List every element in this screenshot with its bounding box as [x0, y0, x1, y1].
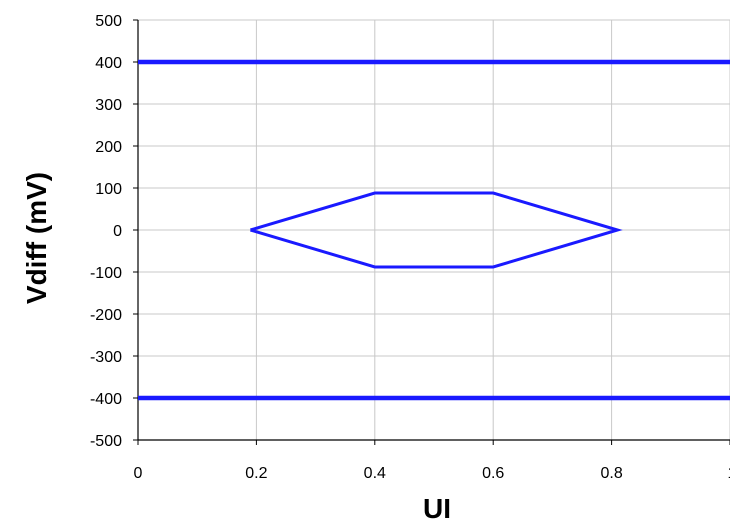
y-tick-label: 500: [95, 13, 122, 30]
y-tick-label: 0: [113, 223, 122, 240]
y-tick-label: 300: [95, 97, 122, 114]
y-tick-label: -300: [90, 349, 122, 366]
y-tick-label: 200: [95, 139, 122, 156]
y-tick-label: 400: [95, 55, 122, 72]
grid-lines: [137, 19, 730, 441]
x-tick-label: 1: [728, 465, 730, 482]
x-tick-labels: 0 0.2 0.4 0.6 0.8 1: [134, 465, 730, 482]
y-axis-label: Vdiff (mV): [21, 172, 52, 304]
x-tick-label: 0.4: [364, 465, 386, 482]
x-tick-label: 0.8: [600, 465, 622, 482]
series-eye-mask: [250, 191, 623, 269]
x-axis-label: UI: [423, 493, 451, 524]
data-series: [138, 59, 730, 401]
y-tick-label: -500: [90, 433, 122, 450]
y-tick-labels: 500 400 300 200 100 0 -100 -200 -300 -400 -500: [90, 13, 122, 450]
y-tick-label: -200: [90, 307, 122, 324]
x-tick-label: 0: [134, 465, 143, 482]
y-tick-label: -400: [90, 391, 122, 408]
x-tick-label: 0.2: [245, 465, 267, 482]
y-tick-label: 100: [95, 181, 122, 198]
x-tick-label: 0.6: [482, 465, 504, 482]
y-tick-label: -100: [90, 265, 122, 282]
axes: [133, 19, 730, 445]
